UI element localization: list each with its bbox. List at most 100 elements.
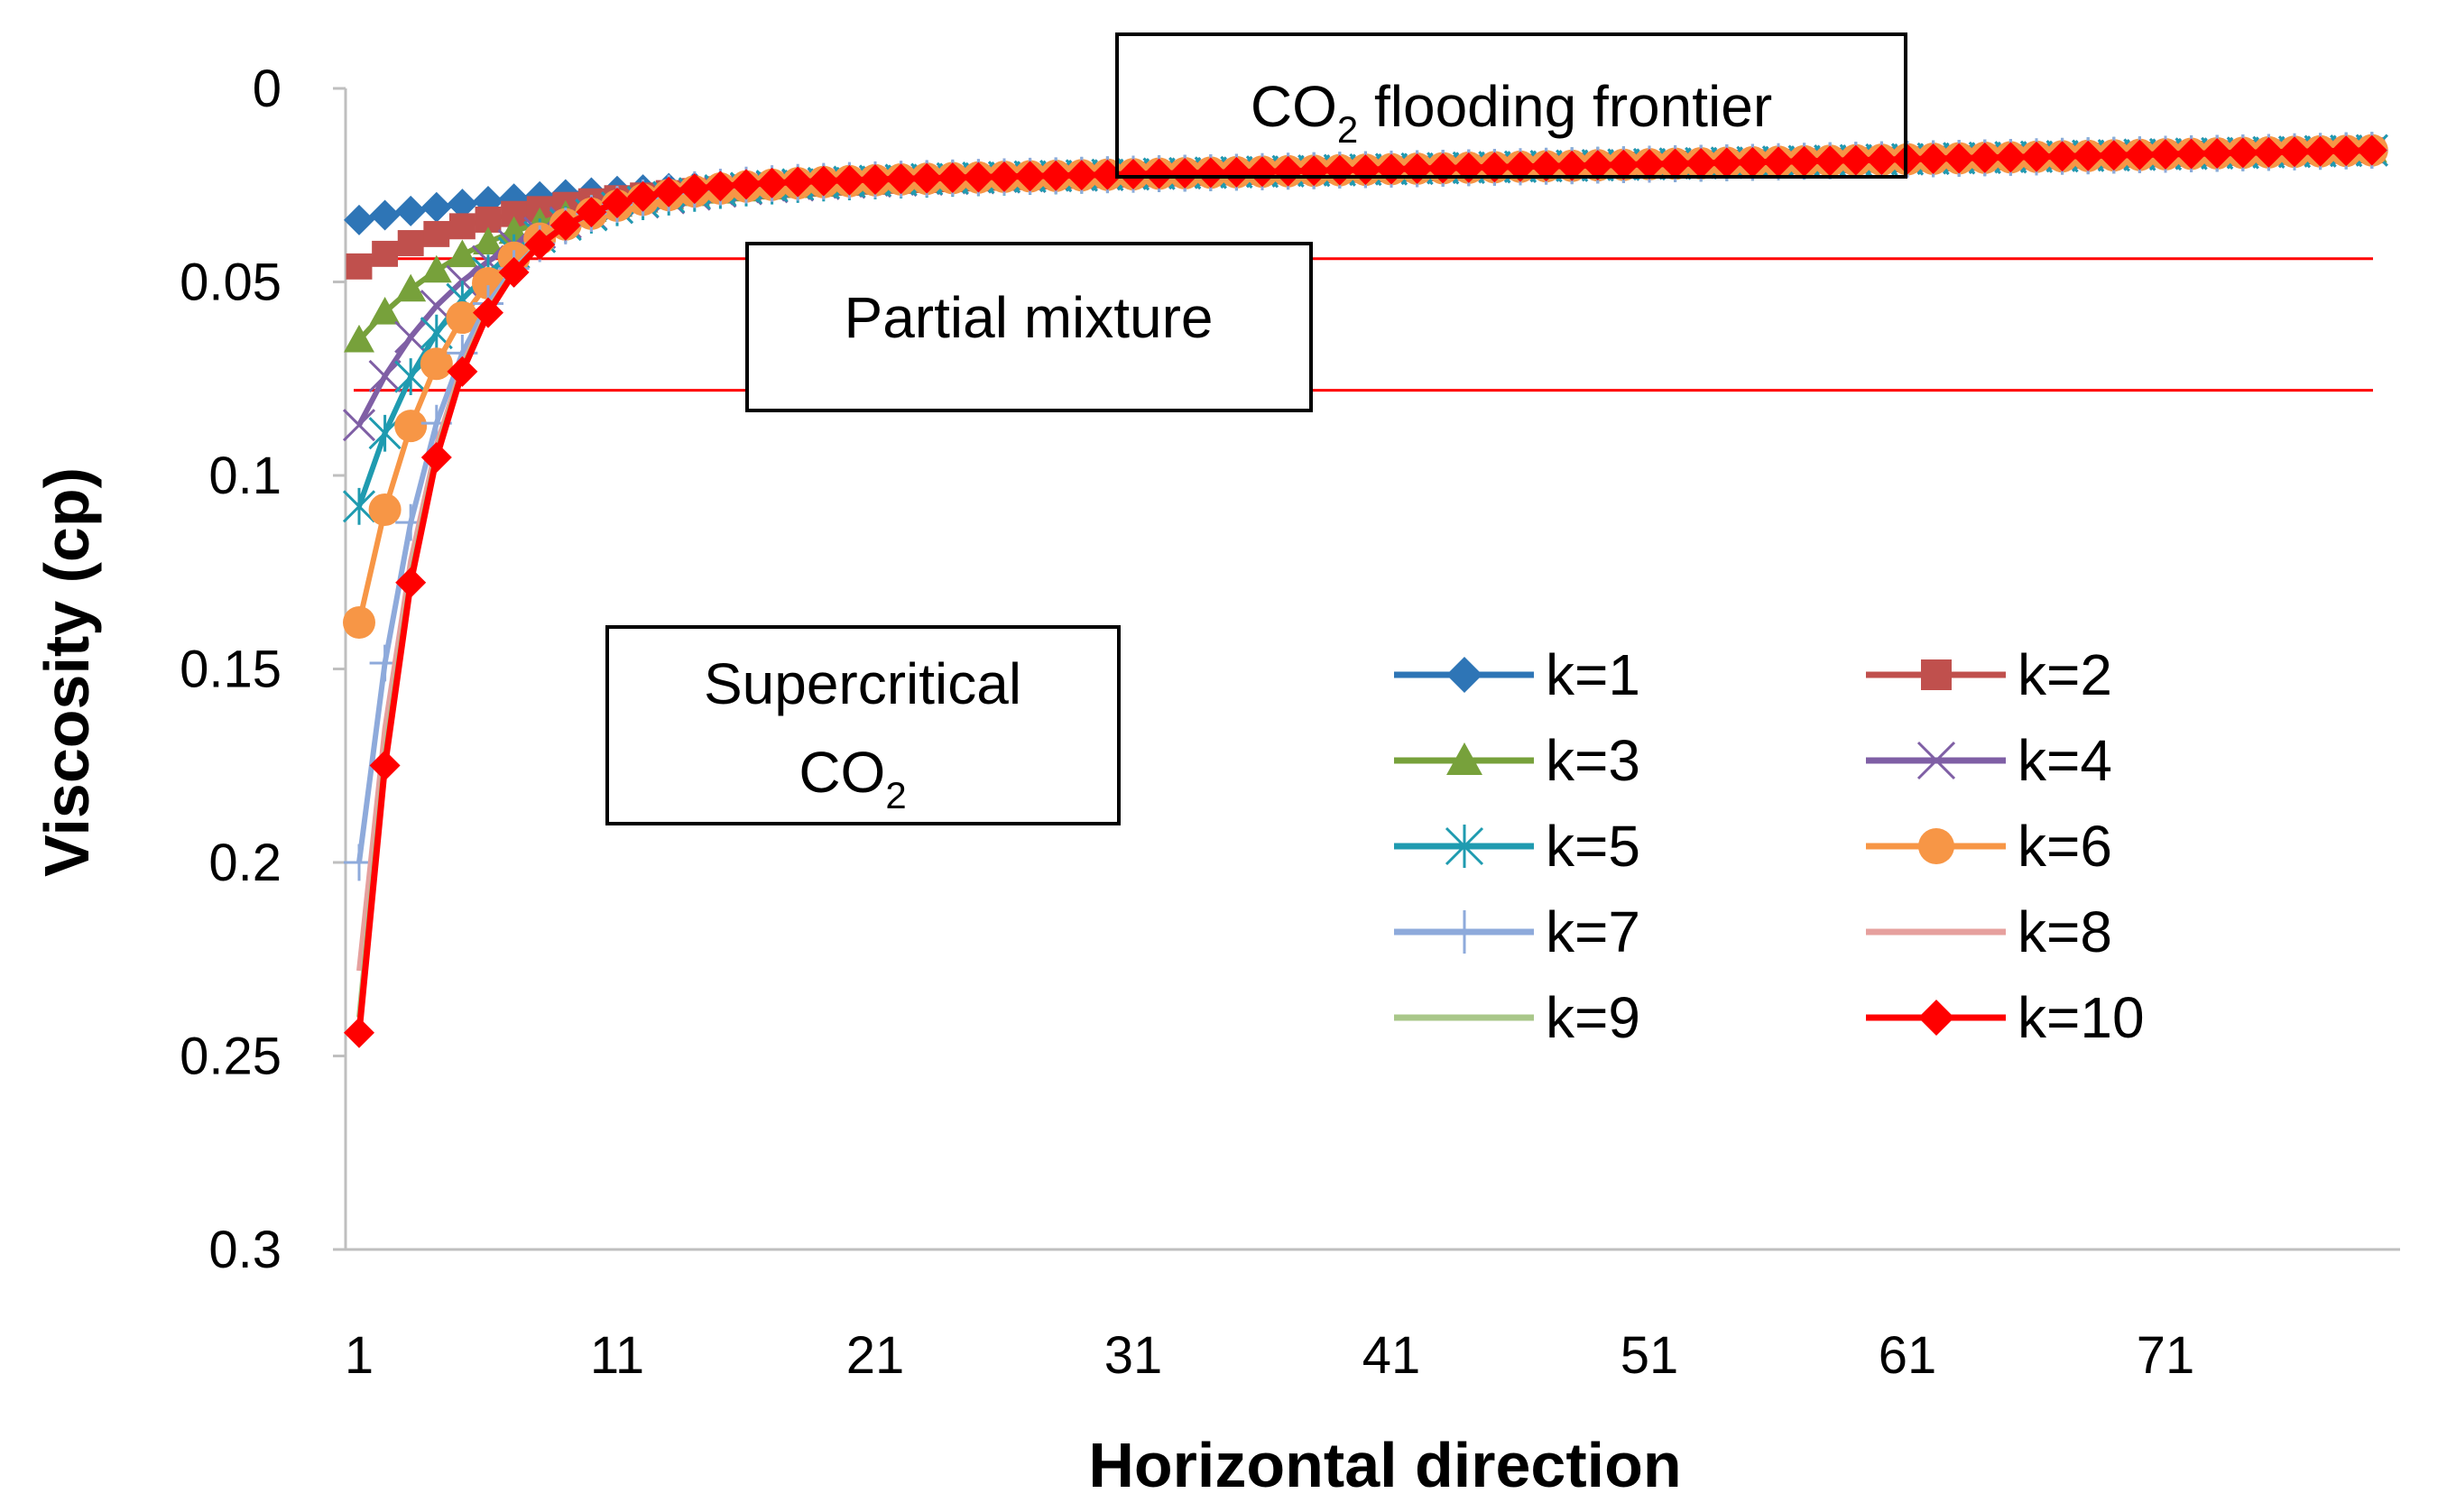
annotation-frontier-sub: 2 [1337,108,1358,151]
series-marker [420,347,453,381]
y-tick-label: 0.15 [180,641,282,699]
series-marker [549,209,581,241]
x-tick-label: 31 [1104,1326,1163,1385]
legend-entry: k=5 [1394,814,1640,879]
x-axis-title: Horizontal direction [1088,1430,1681,1500]
legend-entry: k=3 [1394,728,1640,793]
x-tick-label: 51 [1621,1326,1679,1385]
series-marker [1118,159,1149,190]
legend-label: k=3 [1546,728,1640,793]
series-marker [2021,141,2052,172]
series-marker [524,229,556,261]
y-tick-label: 0.25 [180,1028,282,1086]
series-k-6 [343,134,2388,640]
series-marker [1944,143,1975,174]
series-marker [756,167,788,198]
reference-lines [354,257,2373,392]
series-marker [911,162,943,194]
series-marker [576,197,607,228]
series-marker [1014,161,1046,192]
series-marker [602,187,633,218]
series-marker [1169,157,1201,189]
series-marker [1866,144,1898,176]
y-tick-label: 0 [253,60,282,118]
legend: k=1 k=2 k=3 k=4 k=5 k=6 k=7 k=8 k=9 k=10 [1394,642,2145,1050]
series-marker [395,273,427,302]
series-marker [937,162,968,194]
series-marker [2304,135,2336,167]
series-marker [447,239,478,268]
annotation-supercritical-line2: CO2 [799,740,906,816]
series-marker [1840,144,1871,176]
series-marker [782,166,814,198]
series-marker [473,297,503,328]
series-marker [1814,145,1846,177]
legend-label: k=1 [1546,642,1640,707]
series-marker [394,410,428,443]
series-marker [705,171,736,202]
series-marker [2202,137,2233,169]
series-marker [1143,158,1175,189]
series-marker [2150,139,2181,171]
series-marker [2356,134,2387,166]
y-ticks: 0 0.05 0.1 0.15 0.2 0.25 0.3 [180,60,346,1279]
series-marker [343,606,375,640]
annotation-frontier-box [1115,32,1907,179]
series-marker [2279,136,2310,168]
series-marker [342,487,376,525]
series-marker [963,161,994,193]
legend-label: k=4 [2018,728,2112,793]
series-marker [346,253,373,280]
series-marker [1918,1000,1954,1036]
series-marker [447,355,478,387]
series-marker [342,409,376,442]
series-marker [1788,145,1820,177]
series-marker [1995,142,2027,173]
series-marker [731,169,762,200]
series-marker [989,161,1020,192]
series-marker [2331,135,2362,167]
annotation-partial: Partial mixture [745,242,1313,412]
legend-label: k=6 [2018,814,2112,879]
series-marker [1479,152,1510,183]
series-line [356,147,2372,623]
annotation-frontier: CO2 flooding frontier [1115,32,1907,179]
series-marker [1505,151,1536,182]
legend-entry: k=4 [1866,728,2112,793]
series-marker [473,226,503,254]
annotation-supercritical: Supercritical CO2 [605,625,1121,825]
series-marker [1247,156,1278,188]
series-marker [1608,149,1639,180]
series-marker [653,176,685,207]
annotation-partial-text: Partial mixture [845,285,1214,350]
legend-label: k=7 [1546,899,1640,964]
legend-entry: k=1 [1394,642,1640,707]
legend-label: k=9 [1546,985,1640,1050]
series-marker [369,750,401,781]
series-marker [1582,150,1613,181]
series-k-9 [356,147,2372,1018]
series-marker [1092,159,1123,190]
y-tick-label: 0.3 [208,1221,282,1279]
x-ticks: 1 11 21 31 41 51 61 71 [345,1326,2194,1385]
series-marker [368,359,402,392]
series-line [356,147,2372,1018]
legend-entry: k=7 [1394,899,1640,964]
annotation-supercritical-box [605,625,1121,825]
series-marker [2046,141,2078,172]
series-marker [1195,157,1226,189]
series-marker [1530,151,1562,182]
legend-entry: k=6 [1866,814,2112,879]
series-marker [2073,140,2104,171]
series-marker [2098,140,2129,171]
series-marker [368,493,402,526]
series-marker [1969,142,2000,173]
legend-entry: k=10 [1866,985,2145,1050]
series-marker [1659,148,1691,180]
series-marker [627,180,659,212]
series-marker [1272,155,1304,187]
x-tick-label: 11 [590,1326,644,1385]
series-marker [420,191,452,223]
x-tick-label: 41 [1362,1326,1421,1385]
series-marker [2124,139,2156,171]
